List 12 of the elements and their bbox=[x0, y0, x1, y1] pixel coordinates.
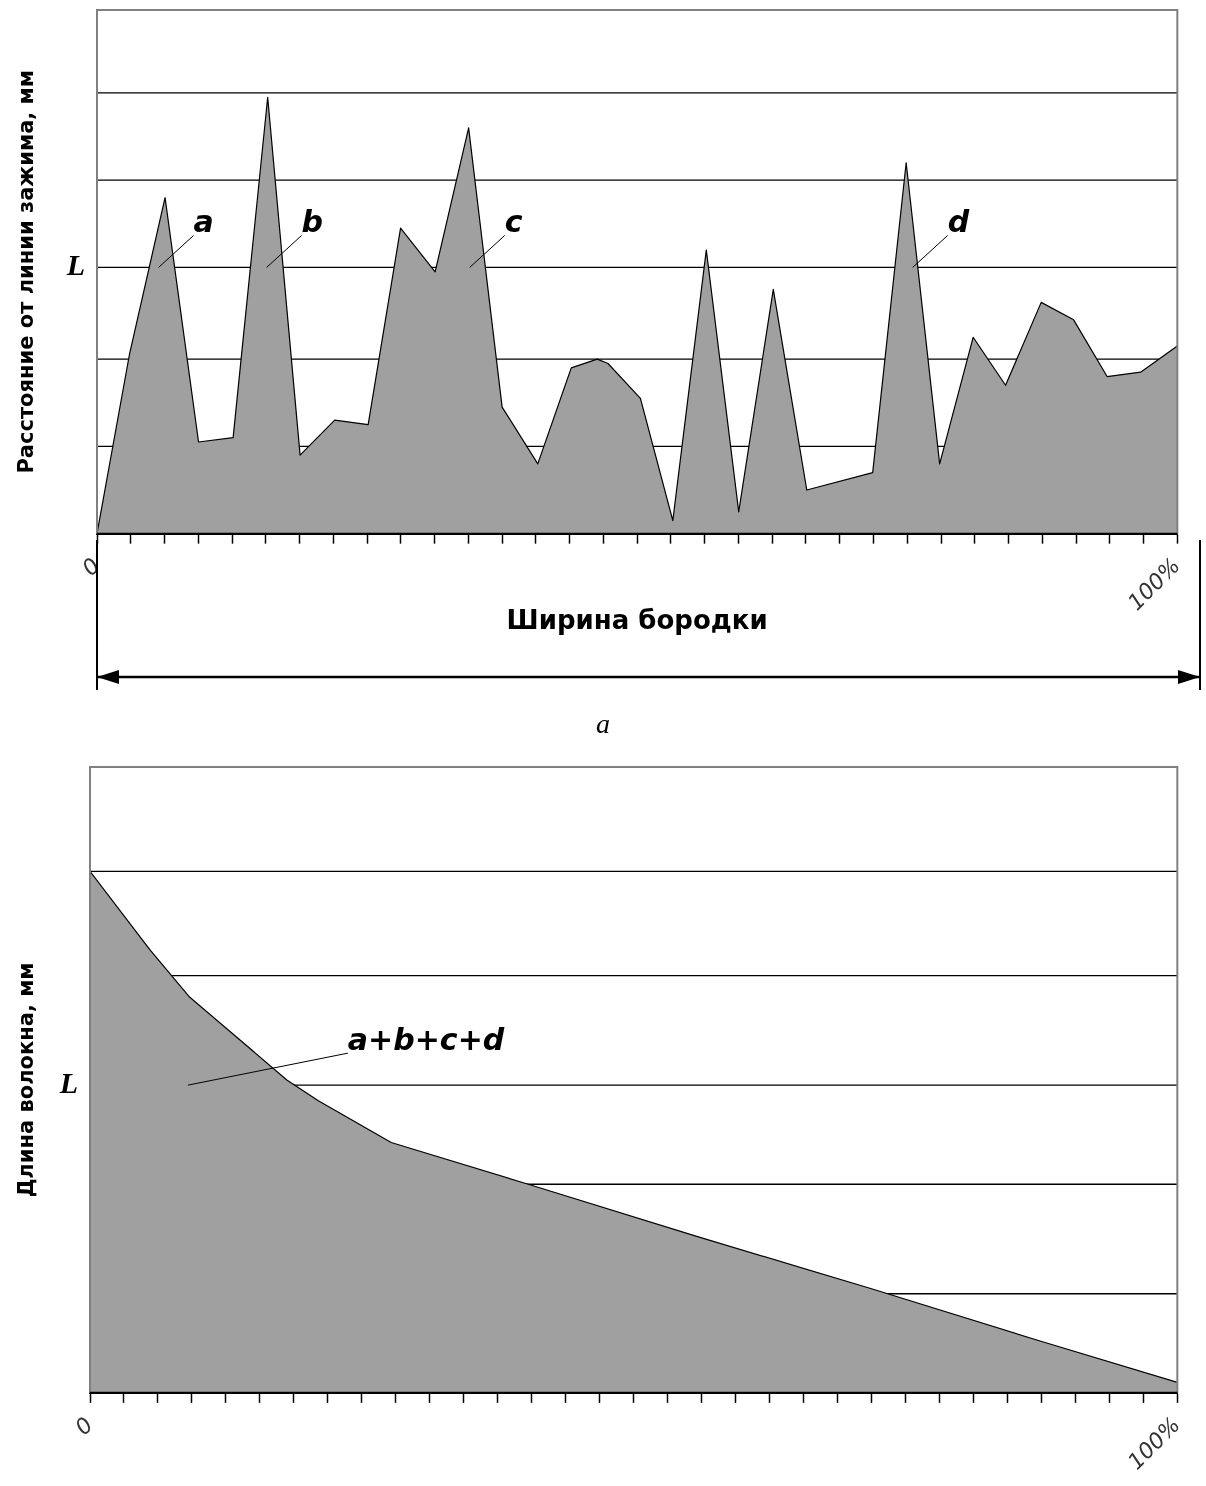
text: a bbox=[595, 708, 611, 740]
annotation: d bbox=[947, 204, 970, 240]
annotation: b bbox=[301, 204, 324, 240]
ref-line-label: L bbox=[65, 248, 85, 282]
ref-line-label: L bbox=[58, 1065, 78, 1099]
x-axis-title: Ширина бородки bbox=[506, 605, 768, 636]
annotation: a+b+c+d bbox=[347, 1021, 505, 1057]
y-axis-title: Расстояние от линии зажима, мм bbox=[14, 70, 39, 474]
x-tick-label: 0 bbox=[70, 1412, 98, 1440]
y-axis-title: Длина волокна, мм bbox=[14, 962, 39, 1198]
annotation: c bbox=[504, 204, 523, 240]
annotation: a bbox=[193, 204, 214, 240]
